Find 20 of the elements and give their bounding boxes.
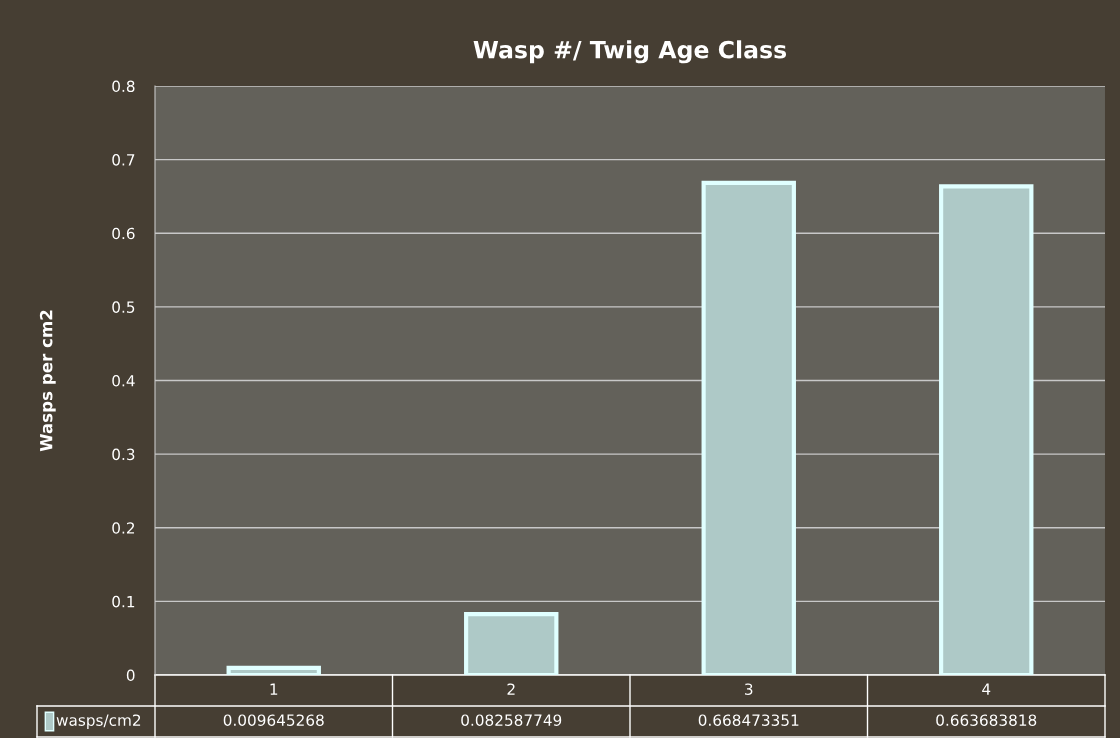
x-tick-label: 3 <box>745 683 753 695</box>
data-label: 0.663683818 <box>936 714 1037 726</box>
y-tick-label: 0.5 <box>112 301 135 313</box>
y-tick-label: 0 <box>126 669 135 682</box>
data-label: 0.668473351 <box>698 714 799 726</box>
y-tick-label: 0.7 <box>112 154 135 166</box>
x-tick-label: 2 <box>507 683 515 695</box>
y-axis-title: Wasps per cm2 <box>39 310 56 452</box>
data-label: 0.082587749 <box>461 714 562 726</box>
y-tick-label: 0.4 <box>112 374 135 387</box>
x-tick-label: 4 <box>982 683 991 695</box>
y-tick-label: 0.2 <box>112 522 135 534</box>
y-tick-label: 0.1 <box>112 595 135 608</box>
legend-label: wasps/cm2 <box>56 714 141 729</box>
y-tick-label: 0.3 <box>112 448 135 461</box>
y-tick-label: 0.6 <box>112 227 135 240</box>
data-label: 0.009645268 <box>223 714 324 726</box>
chart-title: Wasp #/ Twig Age Class <box>473 40 787 64</box>
y-tick-label: 0.8 <box>112 80 135 93</box>
x-tick-label: 1 <box>270 683 278 695</box>
